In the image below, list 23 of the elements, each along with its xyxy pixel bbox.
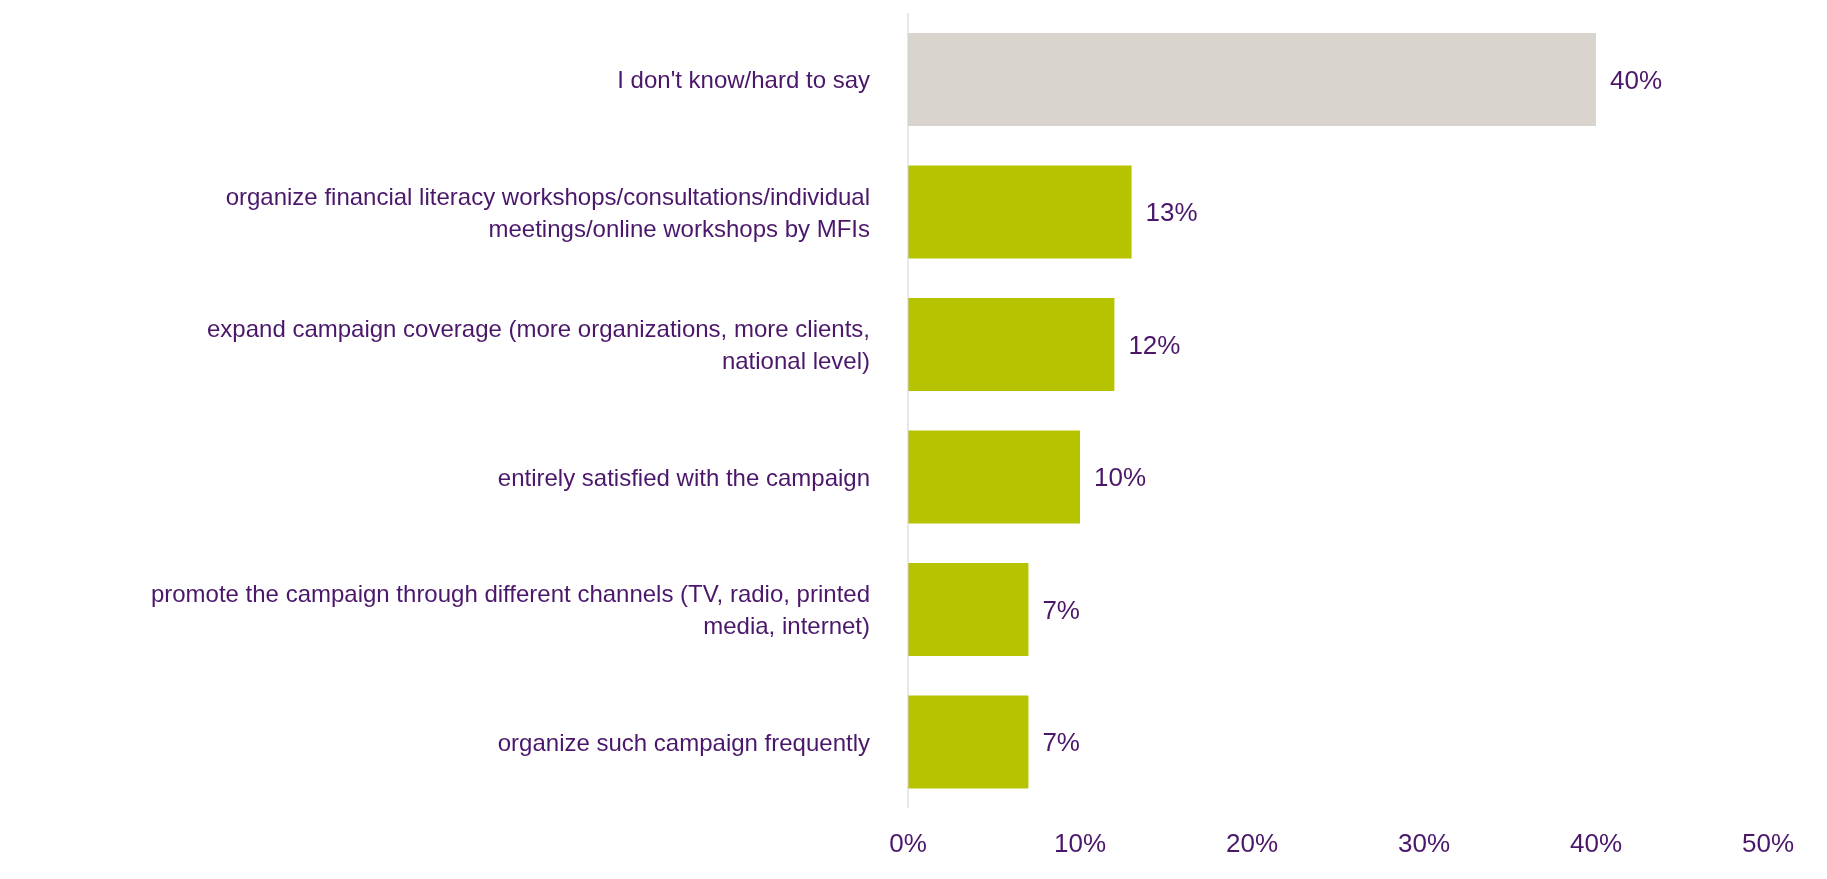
bar [908,562,1029,656]
x-tick-label: 10% [1053,828,1107,859]
y-tick-label: entirely satisfied with the campaign [497,463,870,491]
y-tick-label: organize financial literacy workshops/consultations/individual meetings/online workshops by MFIs [225,182,870,242]
data-label: 40% [1610,64,1663,95]
y-tick-label: organize such campaign frequently [497,728,870,756]
bar [908,430,1080,524]
x-tick-label: 30% [1397,828,1451,859]
data-label: 13% [1145,197,1198,228]
x-tick-label: 20% [1225,828,1279,859]
bar [908,695,1029,789]
data-label: 7% [1042,727,1080,758]
y-tick-label: expand campaign coverage (more organizations, more clients, national level) [206,314,870,374]
data-label: 7% [1042,594,1080,625]
x-tick-label: 50% [1741,828,1795,859]
bar [908,297,1115,391]
y-tick-label: promote the campaign through different channels (TV, radio, printed media, internet) [150,579,870,639]
x-tick-label: 40% [1569,828,1623,859]
x-tick-label: 0% [889,828,927,859]
data-label: 10% [1094,462,1147,493]
bar [908,165,1132,259]
data-label: 12% [1128,329,1181,360]
y-tick-label: I don't know/hard to say [617,65,870,93]
